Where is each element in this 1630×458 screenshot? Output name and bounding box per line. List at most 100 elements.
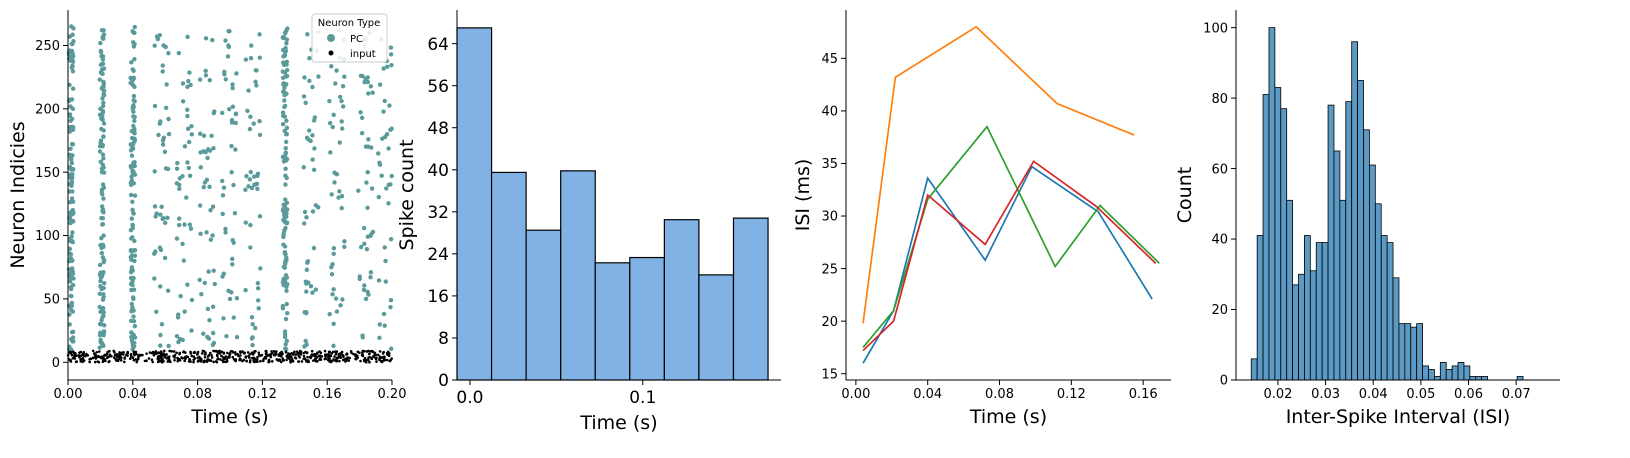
input-spike-point [192, 358, 196, 362]
pc-spike-point [176, 216, 182, 221]
y-tick-label: 0 [438, 371, 449, 391]
pc-spike-point [307, 78, 312, 84]
pc-spike-point [334, 309, 340, 314]
input-spike-point [271, 360, 274, 363]
pc-spike-point [243, 220, 248, 225]
pc-spike-point [129, 153, 135, 158]
input-spike-point [370, 356, 373, 360]
input-spike-point [291, 360, 295, 363]
input-spike-point [316, 351, 319, 354]
input-spike-point [358, 351, 361, 354]
pc-spike-point [99, 236, 104, 241]
histogram-bar [1416, 323, 1423, 381]
pc-spike-point [331, 287, 336, 292]
pc-spike-point [101, 134, 106, 140]
pc-spike-point [282, 52, 288, 57]
pc-spike-point [389, 126, 394, 131]
pc-spike-point [281, 234, 286, 240]
pc-spike-point [280, 69, 286, 74]
input-spike-point [148, 351, 152, 354]
pc-spike-point [207, 317, 212, 323]
pc-spike-point [243, 187, 248, 193]
pc-spike-point [100, 222, 105, 227]
input-spike-point [374, 353, 378, 356]
input-spike-point [178, 352, 181, 356]
pc-spike-point [362, 241, 367, 247]
pc-spike-point [166, 116, 171, 122]
pc-spike-point [197, 131, 203, 136]
pc-spike-point [248, 222, 253, 228]
pc-spike-point [283, 182, 288, 187]
pc-spike-point [211, 146, 216, 151]
y-tick-label: 100 [35, 229, 60, 244]
pc-spike-point [339, 193, 345, 199]
input-spike-point [260, 353, 264, 357]
input-spike-point [206, 355, 210, 358]
pc-spike-point [177, 186, 182, 192]
pc-spike-point [232, 210, 238, 216]
y-tick-label: 250 [35, 39, 60, 54]
pc-spike-point [166, 50, 171, 56]
pc-spike-point [281, 276, 286, 282]
input-spike-point [270, 350, 273, 353]
pc-spike-point [132, 340, 137, 346]
input-spike-point [79, 350, 83, 354]
pc-spike-point [67, 322, 72, 327]
pc-spike-point [182, 222, 187, 227]
pc-spike-point [243, 288, 248, 293]
pc-spike-point [198, 231, 203, 236]
pc-spike-point [163, 105, 169, 111]
pc-spike-point [230, 237, 235, 243]
y-tick-label: 100 [1203, 21, 1228, 36]
input-spike-point [229, 349, 233, 353]
pc-spike-point [99, 190, 104, 195]
pc-spike-point [128, 228, 134, 233]
pc-spike-point [331, 112, 336, 117]
pc-spike-point [223, 38, 228, 43]
pc-spike-point [369, 186, 375, 191]
pc-spike-point [358, 73, 364, 79]
pc-spike-point [132, 114, 137, 120]
y-tick-label: 80 [1211, 92, 1228, 107]
pc-spike-point [280, 47, 286, 53]
pc-spike-point [334, 172, 340, 177]
pc-spike-point [243, 57, 249, 62]
pc-spike-point [230, 262, 235, 267]
pc-spike-point [254, 83, 259, 88]
pc-spike-point [130, 199, 135, 204]
pc-spike-point [328, 150, 333, 155]
pc-spike-point [132, 238, 137, 244]
pc-spike-point [305, 259, 311, 264]
pc-spike-point [159, 204, 164, 210]
input-spike-point [298, 356, 301, 359]
input-spike-point [334, 351, 338, 354]
pc-spike-point [336, 195, 341, 200]
pc-spike-point [100, 85, 105, 90]
input-spike-point [375, 360, 378, 363]
pc-spike-point [305, 32, 310, 37]
pc-spike-point [283, 151, 288, 156]
input-spike-point [334, 353, 338, 356]
pc-spike-point [257, 132, 263, 138]
input-spike-point [134, 358, 137, 361]
pc-spike-point [283, 166, 288, 172]
pc-spike-point [207, 148, 213, 153]
input-spike-point [122, 352, 125, 355]
pc-spike-point [250, 322, 255, 327]
pc-spike-point [342, 74, 347, 79]
pc-spike-point [129, 129, 134, 134]
pc-spike-point [101, 313, 106, 318]
input-spike-point [277, 353, 280, 357]
pc-spike-point [101, 270, 106, 275]
pc-spike-point [166, 343, 171, 349]
pc-spike-point [229, 143, 234, 149]
pc-spike-point [129, 257, 134, 263]
pc-spike-point [284, 301, 289, 307]
pc-spike-point [71, 339, 76, 344]
histogram-bar [1457, 361, 1465, 381]
pc-spike-point [152, 276, 157, 281]
input-spike-point [215, 354, 219, 357]
input-spike-point [118, 354, 122, 357]
input-spike-point [361, 351, 364, 354]
pc-spike-point [100, 182, 106, 187]
